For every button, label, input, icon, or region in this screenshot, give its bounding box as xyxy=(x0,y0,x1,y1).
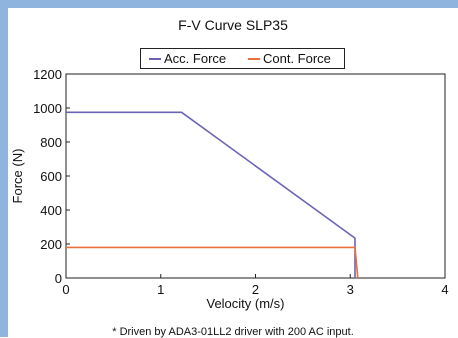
y-axis-label: Force (N) xyxy=(10,149,25,204)
legend-label-acc-force: Acc. Force xyxy=(164,51,227,66)
x-tick-label: 4 xyxy=(441,282,448,297)
chart-panel: F-V Curve SLP35 Acc. Force Cont. Force 0… xyxy=(8,8,458,338)
y-tick-label: 800 xyxy=(40,135,62,150)
y-tick-label: 0 xyxy=(55,271,62,286)
legend: Acc. Force Cont. Force xyxy=(140,48,345,69)
plot-area: 0 200 400 600 800 1000 1200 0 1 2 3 4 Velocity (m/s)… xyxy=(10,67,449,311)
x-tick-label: 0 xyxy=(62,282,69,297)
x-tick-label: 3 xyxy=(347,282,354,297)
chart-title: F-V Curve SLP35 xyxy=(178,17,288,33)
legend-label-cont-force: Cont. Force xyxy=(263,51,331,66)
y-tick-label: 600 xyxy=(40,169,62,184)
legend-swatch-acc-force xyxy=(149,58,161,60)
y-tick-label: 1000 xyxy=(33,101,62,116)
x-tick-label: 1 xyxy=(157,282,164,297)
series-acc-force-line xyxy=(66,111,356,278)
y-tick-label: 1200 xyxy=(33,67,62,82)
y-tick-label: 200 xyxy=(40,237,62,252)
footnote: * Driven by ADA3-01LL2 driver with 200 A… xyxy=(112,326,354,338)
x-axis-label: Velocity (m/s) xyxy=(206,296,284,311)
legend-swatch-cont-force xyxy=(248,58,260,60)
series-cont-force-line xyxy=(66,246,359,279)
y-tick-label: 400 xyxy=(40,203,62,218)
x-tick-label: 2 xyxy=(252,282,259,297)
